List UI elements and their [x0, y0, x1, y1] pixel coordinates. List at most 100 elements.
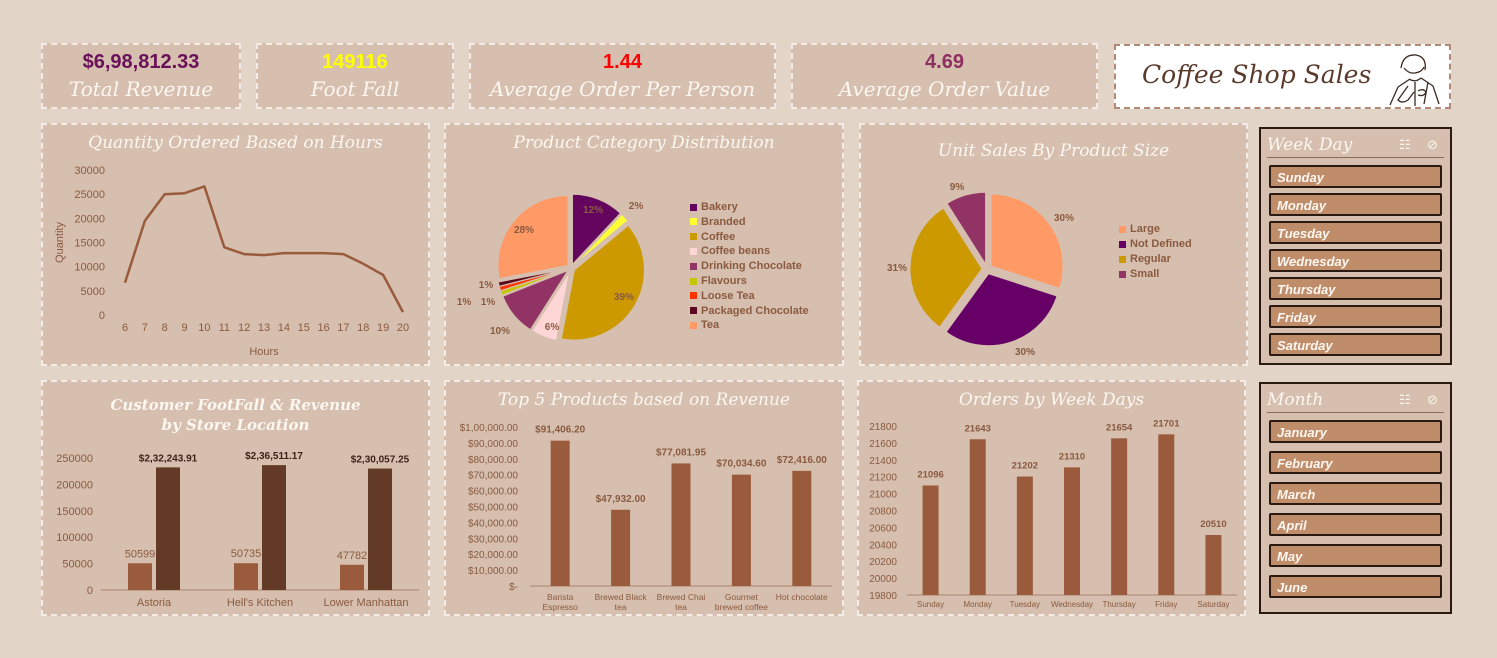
legend-swatch: [690, 218, 697, 226]
x-tick-label: 19: [377, 322, 389, 334]
bar: [1158, 434, 1175, 595]
category-chart-panel: Product Category Distribution 12% 2% 39% 6%…: [444, 123, 844, 366]
pie-slice: [909, 207, 983, 328]
x-tick-label: brewed coffee: [715, 602, 769, 612]
bar: [368, 468, 392, 590]
legend-item: Drinking Chocolate: [690, 260, 802, 272]
y-tick-label: $40,000.00: [468, 518, 518, 529]
chart-title: Unit Sales By Product Size: [937, 141, 1170, 161]
x-tick-label: Astoria: [137, 597, 172, 609]
kpi-value: $6,98,812.33: [82, 51, 200, 73]
bar: [550, 440, 570, 586]
pie-slice: [560, 224, 645, 341]
bar: [1205, 535, 1222, 595]
x-tick-label: Hot chocolate: [776, 592, 828, 602]
y-tick-label: 100000: [56, 532, 93, 544]
slicer-item-may[interactable]: May: [1269, 544, 1442, 567]
y-tick-label: 20800: [869, 507, 897, 518]
slicer-item-january[interactable]: January: [1269, 420, 1442, 443]
clear-filter-icon[interactable]: ⊘: [1427, 137, 1438, 152]
legend-swatch: [1119, 240, 1126, 248]
legend-swatch: [690, 307, 697, 315]
x-tick-label: Lower Manhattan: [324, 597, 409, 609]
top5-chart-panel: Top 5 Products based on Revenue $- $10,00…: [444, 380, 844, 616]
size-chart-panel: Unit Sales By Product Size 30% 30% 31% 9% L…: [859, 123, 1248, 366]
slicer-item-wednesday[interactable]: Wednesday: [1269, 249, 1442, 272]
x-tick-label: 6: [122, 322, 128, 334]
data-label: 1%: [481, 297, 496, 308]
slicer-item-february[interactable]: February: [1269, 451, 1442, 474]
slicer-item-sunday[interactable]: Sunday: [1269, 165, 1442, 188]
clear-filter-icon[interactable]: ⊘: [1427, 392, 1438, 407]
kpi-label: Foot Fall: [310, 77, 400, 101]
y-tick-label: $30,000.00: [468, 534, 518, 545]
legend-swatch: [1119, 255, 1126, 263]
kpi-foot-fall: 149116 Foot Fall: [256, 43, 454, 109]
legend-label: Flavours: [701, 275, 747, 287]
bar: [234, 563, 258, 590]
y-tick-label: 20000: [869, 574, 897, 585]
data-label: 21202: [1012, 461, 1038, 472]
slicer-item-friday[interactable]: Friday: [1269, 305, 1442, 328]
multi-select-icon[interactable]: ☷: [1399, 392, 1411, 407]
x-tick-label: Thursday: [1102, 600, 1135, 609]
slicer-item-saturday[interactable]: Saturday: [1269, 333, 1442, 356]
x-axis-label: Hours: [249, 346, 279, 358]
kpi-label: Average Order Value: [838, 77, 1051, 101]
y-tick-label: 0: [99, 310, 105, 322]
x-tick-label: Hell's Kitchen: [227, 597, 293, 609]
legend-swatch: [690, 292, 697, 300]
x-tick-label: Barista: [547, 592, 574, 602]
x-tick-label: Saturday: [1197, 600, 1229, 609]
y-tick-label: 21000: [869, 490, 897, 501]
legend-item: Tea: [690, 319, 719, 331]
legend-item: Bakery: [690, 201, 738, 213]
data-label: 31%: [887, 263, 907, 274]
slicer-item-march[interactable]: March: [1269, 482, 1442, 505]
data-label: 50599: [125, 548, 156, 560]
y-tick-label: 21800: [869, 422, 897, 433]
legend-item: Coffee: [690, 231, 735, 243]
legend-swatch: [690, 233, 697, 241]
legend-swatch: [1119, 225, 1126, 233]
barista-sketch-icon: [1389, 54, 1440, 106]
legend-item: Small: [1119, 268, 1159, 280]
pie-slice: [497, 194, 569, 280]
kpi-avg-order-value: 4.69 Average Order Value: [791, 43, 1098, 109]
chart-title: Top 5 Products based on Revenue: [497, 390, 791, 410]
slicer-item-monday[interactable]: Monday: [1269, 193, 1442, 216]
hours-line-chart: 0 5000 10000 15000 20000 25000 30000 6 7 8 9 10 11 12…: [54, 165, 409, 358]
y-tick-label: 0: [87, 585, 93, 597]
legend-label: Large: [1130, 223, 1160, 235]
data-label: $2,30,057.25: [351, 455, 410, 466]
legend-swatch: [690, 321, 697, 329]
x-tick-label: Brewed Black: [595, 592, 648, 602]
x-tick-label: 20: [397, 322, 409, 334]
x-tick-label: Espresso: [542, 602, 578, 612]
data-label: 30%: [1015, 347, 1035, 358]
slicer-item-thursday[interactable]: Thursday: [1269, 277, 1442, 300]
kpi-value: 4.69: [925, 51, 964, 73]
bar: [1064, 467, 1080, 595]
legend-swatch: [690, 262, 697, 270]
y-tick-label: 150000: [56, 506, 93, 518]
slicer-header: Month ☷ ⊘: [1267, 388, 1444, 413]
x-tick-label: Friday: [1155, 600, 1177, 609]
chart-title: Product Category Distribution: [513, 133, 775, 153]
data-label: 12%: [583, 205, 603, 216]
y-tick-label: 19800: [869, 591, 897, 602]
multi-select-icon[interactable]: ☷: [1399, 137, 1411, 152]
data-label: 6%: [545, 322, 560, 333]
y-tick-label: 21600: [869, 439, 897, 450]
legend-swatch: [690, 277, 697, 285]
slicer-item-tuesday[interactable]: Tuesday: [1269, 221, 1442, 244]
x-tick-label: 13: [258, 322, 270, 334]
legend-label: Regular: [1130, 253, 1171, 265]
slicer-item-april[interactable]: April: [1269, 513, 1442, 536]
pie-slice: [531, 271, 571, 342]
legend-label: Packaged Chocolate: [701, 304, 809, 317]
y-tick-label: 20400: [869, 540, 897, 551]
slicer-item-june[interactable]: June: [1269, 575, 1442, 598]
bar: [128, 563, 152, 590]
store-bar-chart: 0 50000 100000 150000 200000 250000 50599 $2,32…: [56, 451, 419, 609]
